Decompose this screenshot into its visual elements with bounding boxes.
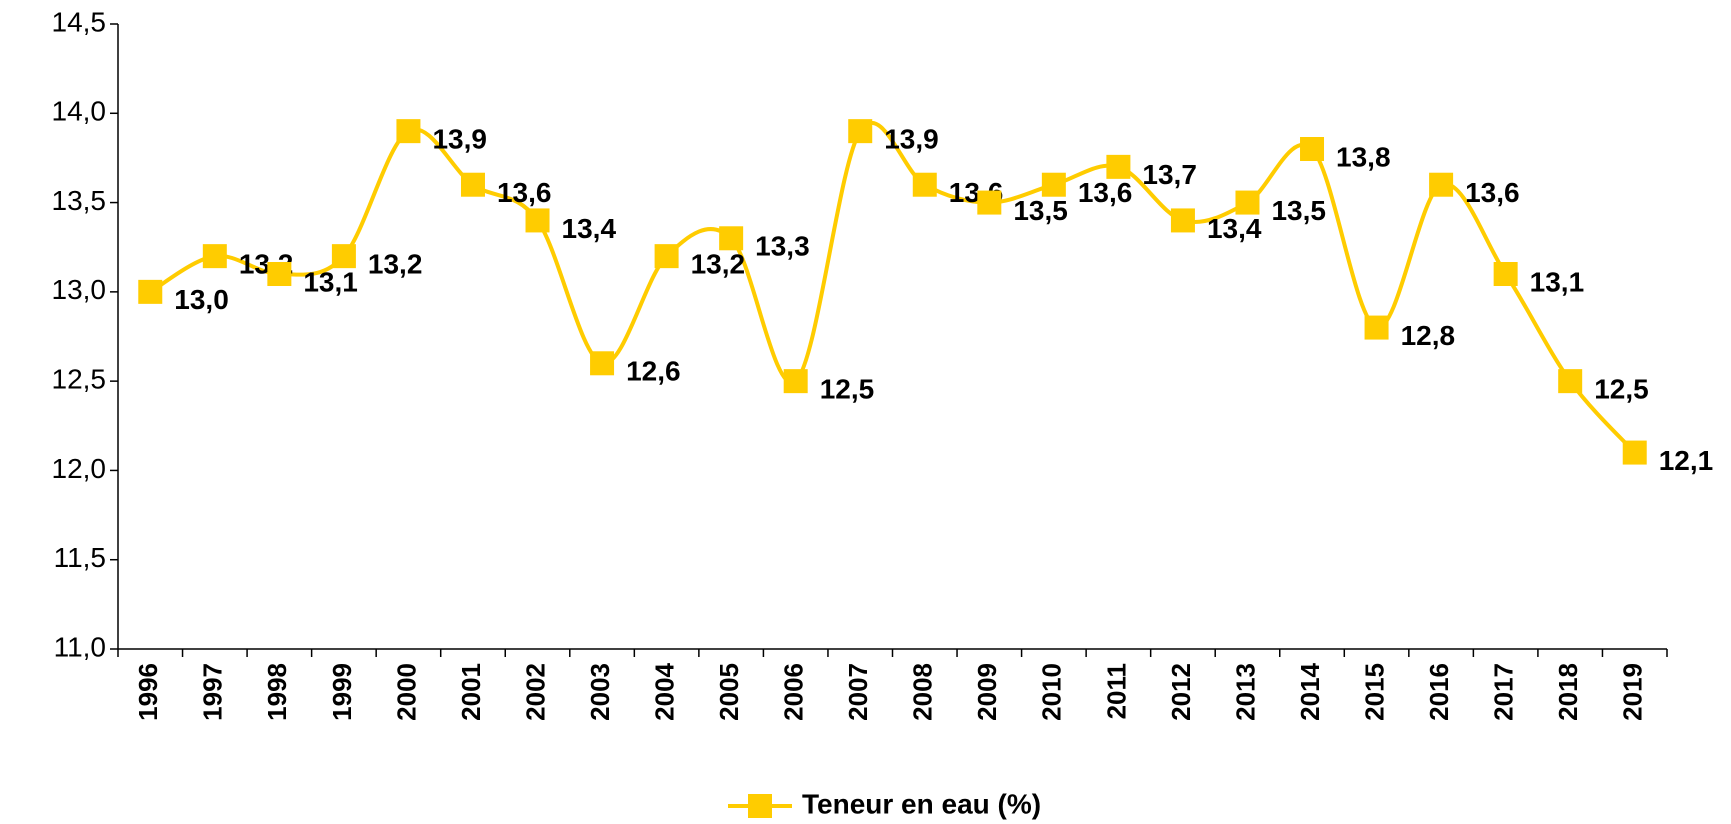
- data-label: 13,4: [1207, 213, 1262, 244]
- x-tick-label: 2017: [1489, 663, 1519, 721]
- y-tick-label: 13,0: [52, 274, 107, 305]
- data-label: 13,6: [1078, 177, 1133, 208]
- point-marker: [848, 119, 873, 144]
- x-tick-label: 2006: [779, 663, 809, 721]
- x-tick-label: 2019: [1618, 663, 1648, 721]
- x-tick-label: 2007: [843, 663, 873, 721]
- x-tick-label: 2016: [1424, 663, 1454, 721]
- point-marker: [783, 369, 808, 394]
- x-tick-label: 2004: [649, 662, 679, 720]
- point-marker: [1106, 154, 1131, 179]
- point-marker: [1041, 172, 1066, 197]
- x-tick-label: 2002: [520, 663, 550, 721]
- y-tick-label: 12,5: [52, 364, 107, 395]
- point-marker: [267, 262, 292, 286]
- x-tick-label: 2015: [1359, 663, 1389, 721]
- point-marker: [1235, 190, 1260, 215]
- point-marker: [1493, 262, 1518, 286]
- data-label: 13,9: [884, 124, 939, 155]
- data-label: 12,8: [1401, 320, 1456, 351]
- point-marker: [1170, 208, 1195, 233]
- y-tick-label: 14,0: [52, 96, 107, 127]
- x-tick-label: 2011: [1101, 663, 1131, 719]
- point-marker: [912, 172, 937, 197]
- data-label: 13,1: [1530, 266, 1585, 297]
- x-tick-label: 2005: [714, 663, 744, 721]
- y-tick-label: 13,5: [52, 185, 107, 216]
- data-label: 13,9: [432, 124, 487, 155]
- legend-label: Teneur en eau (%): [802, 788, 1041, 819]
- data-label: 13,6: [497, 177, 551, 208]
- data-label: 13,1: [303, 266, 358, 297]
- legend-marker: [748, 794, 772, 818]
- x-tick-label: 1999: [327, 663, 357, 721]
- data-label: 12,5: [1594, 374, 1649, 405]
- x-tick-label: 2000: [391, 663, 421, 721]
- y-tick-label: 11,5: [54, 542, 106, 573]
- point-marker: [1364, 315, 1389, 340]
- point-marker: [590, 351, 615, 376]
- point-marker: [138, 279, 163, 304]
- point-marker: [331, 244, 356, 269]
- data-label: 13,5: [1013, 195, 1068, 226]
- data-label: 13,5: [1271, 195, 1326, 226]
- x-tick-label: 1997: [198, 663, 228, 721]
- x-tick-label: 2014: [1295, 662, 1325, 720]
- data-label: 13,8: [1336, 141, 1391, 172]
- point-marker: [460, 172, 485, 197]
- data-label: 13,2: [368, 249, 423, 280]
- x-tick-label: 2009: [972, 663, 1002, 721]
- point-marker: [202, 244, 227, 269]
- x-tick-label: 1996: [133, 663, 163, 721]
- y-tick-label: 14,5: [52, 6, 107, 37]
- data-label: 12,5: [820, 374, 875, 405]
- data-label: 12,6: [626, 356, 681, 387]
- point-marker: [525, 208, 550, 233]
- data-label: 13,7: [1142, 159, 1197, 190]
- point-marker: [1429, 172, 1454, 197]
- data-label: 13,2: [691, 249, 746, 280]
- data-label: 13,4: [562, 213, 617, 244]
- y-tick-label: 12,0: [52, 453, 107, 484]
- point-marker: [1558, 369, 1583, 394]
- data-label: 13,0: [174, 284, 229, 315]
- x-tick-label: 2003: [585, 663, 615, 721]
- point-marker: [654, 244, 679, 269]
- point-marker: [1300, 137, 1325, 161]
- data-label: 13,3: [755, 231, 810, 262]
- point-marker: [396, 119, 421, 144]
- x-tick-label: 2012: [1166, 663, 1196, 721]
- x-tick-label: 2013: [1230, 663, 1260, 721]
- y-tick-label: 11,0: [54, 631, 106, 662]
- series-line: [149, 120, 1637, 454]
- x-tick-label: 2008: [908, 663, 938, 721]
- x-tick-label: 2010: [1037, 663, 1067, 721]
- x-tick-label: 2001: [456, 663, 486, 721]
- data-label: 13,6: [1465, 177, 1520, 208]
- point-marker: [977, 190, 1002, 215]
- x-tick-label: 1998: [262, 663, 292, 721]
- point-marker: [1622, 440, 1647, 465]
- point-marker: [719, 226, 744, 251]
- data-label: 12,1: [1659, 445, 1714, 476]
- x-tick-label: 2018: [1553, 663, 1583, 721]
